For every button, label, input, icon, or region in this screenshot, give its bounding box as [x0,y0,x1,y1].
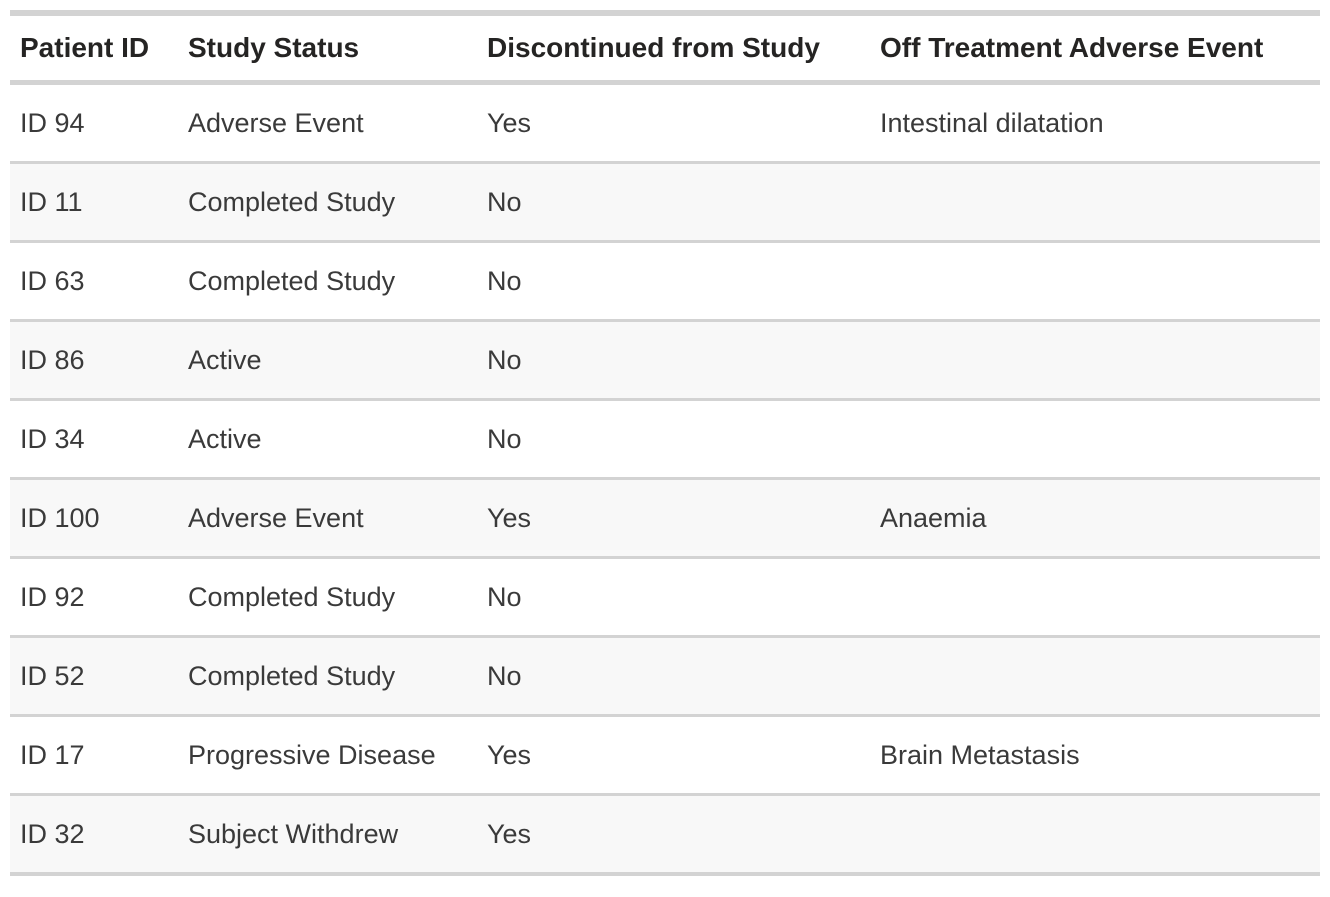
cell-discontinued-from-study: No [477,320,870,401]
cell-off-treatment-adverse-event [870,636,1320,717]
cell-discontinued-from-study: Yes [477,478,870,559]
cell-study-status: Completed Study [178,557,477,638]
table-row[interactable]: ID 34 Active No [10,399,1320,480]
cell-study-status: Completed Study [178,241,477,322]
column-header-discontinued-from-study[interactable]: Discontinued from Study [477,13,870,85]
cell-discontinued-from-study: Yes [477,82,870,164]
table-row[interactable]: ID 94 Adverse Event Yes Intestinal dilat… [10,82,1320,164]
cell-off-treatment-adverse-event [870,320,1320,401]
table-row[interactable]: ID 32 Subject Withdrew Yes [10,794,1320,876]
cell-study-status: Active [178,320,477,401]
cell-study-status: Progressive Disease [178,715,477,796]
cell-patient-id: ID 52 [10,636,178,717]
cell-off-treatment-adverse-event [870,241,1320,322]
table-row[interactable]: ID 86 Active No [10,320,1320,401]
table-row[interactable]: ID 100 Adverse Event Yes Anaemia [10,478,1320,559]
cell-patient-id: ID 11 [10,162,178,243]
cell-off-treatment-adverse-event: Intestinal dilatation [870,82,1320,164]
table-header-row: Patient ID Study Status Discontinued fro… [10,13,1320,85]
patient-study-table-visual: Patient ID Study Status Discontinued fro… [10,10,1320,876]
column-header-patient-id[interactable]: Patient ID [10,13,178,85]
cell-study-status: Completed Study [178,162,477,243]
cell-off-treatment-adverse-event [870,162,1320,243]
cell-study-status: Adverse Event [178,82,477,164]
cell-study-status: Subject Withdrew [178,794,477,876]
cell-patient-id: ID 94 [10,82,178,164]
cell-discontinued-from-study: No [477,241,870,322]
cell-off-treatment-adverse-event: Anaemia [870,478,1320,559]
cell-patient-id: ID 92 [10,557,178,638]
table-row[interactable]: ID 63 Completed Study No [10,241,1320,322]
cell-off-treatment-adverse-event: Brain Metastasis [870,715,1320,796]
cell-patient-id: ID 34 [10,399,178,480]
cell-discontinued-from-study: No [477,636,870,717]
cell-study-status: Adverse Event [178,478,477,559]
cell-discontinued-from-study: No [477,399,870,480]
cell-patient-id: ID 100 [10,478,178,559]
cell-discontinued-from-study: No [477,557,870,638]
cell-discontinued-from-study: No [477,162,870,243]
cell-patient-id: ID 32 [10,794,178,876]
cell-discontinued-from-study: Yes [477,794,870,876]
column-header-off-treatment-adverse-event[interactable]: Off Treatment Adverse Event [870,13,1320,85]
table-row[interactable]: ID 92 Completed Study No [10,557,1320,638]
cell-study-status: Completed Study [178,636,477,717]
table-row[interactable]: ID 17 Progressive Disease Yes Brain Meta… [10,715,1320,796]
table-row[interactable]: ID 52 Completed Study No [10,636,1320,717]
cell-patient-id: ID 17 [10,715,178,796]
cell-off-treatment-adverse-event [870,399,1320,480]
cell-patient-id: ID 86 [10,320,178,401]
cell-off-treatment-adverse-event [870,557,1320,638]
table-body: ID 94 Adverse Event Yes Intestinal dilat… [10,82,1320,876]
column-header-study-status[interactable]: Study Status [178,13,477,85]
cell-discontinued-from-study: Yes [477,715,870,796]
table-row[interactable]: ID 11 Completed Study No [10,162,1320,243]
cell-off-treatment-adverse-event [870,794,1320,876]
cell-study-status: Active [178,399,477,480]
cell-patient-id: ID 63 [10,241,178,322]
patient-study-table: Patient ID Study Status Discontinued fro… [10,10,1320,876]
